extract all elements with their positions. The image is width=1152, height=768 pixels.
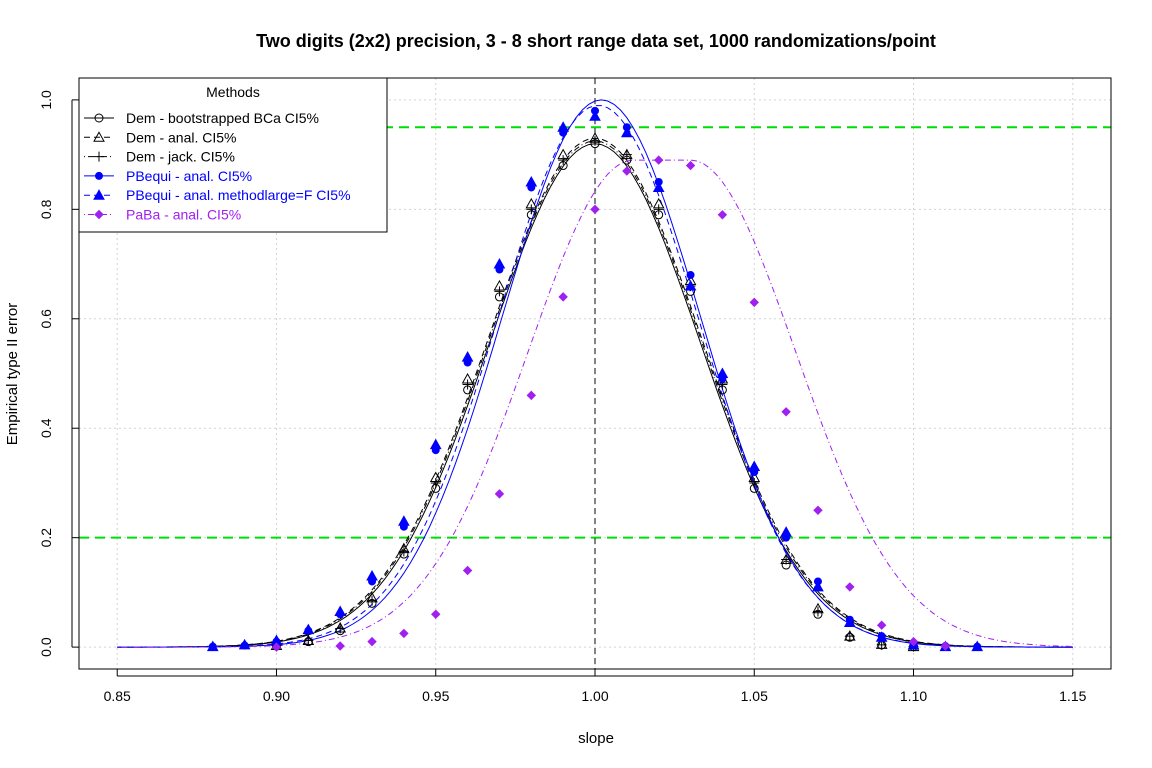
series-5-point [685, 160, 696, 171]
series-4-point [843, 616, 856, 627]
legend-label: PaBa - anal. CI5% [126, 207, 241, 223]
reference-lines [79, 78, 1111, 669]
x-tick-label: 0.90 [263, 688, 290, 704]
series-5-point [940, 641, 951, 651]
series-5-point [813, 505, 823, 516]
series-4-point [875, 631, 888, 642]
series-4-point [302, 623, 315, 635]
series-5-point [653, 155, 664, 165]
series-5-point [845, 582, 855, 592]
series-4-point [398, 515, 410, 526]
series-4-point [652, 181, 665, 192]
series-5-point [494, 489, 505, 499]
y-tick-label: 0.2 [38, 528, 54, 548]
series-2-point [749, 477, 760, 488]
series-5-curve [117, 159, 1073, 648]
data-points [206, 106, 984, 652]
chart-title: Two digits (2x2) precision, 3 - 8 short … [256, 31, 936, 51]
series-2-point [335, 623, 346, 634]
series-4-point [812, 580, 824, 592]
series-5-point [462, 565, 473, 576]
series-2-point [781, 554, 792, 565]
series-5-point [367, 636, 377, 647]
series-4-point [238, 638, 251, 650]
series-2-point [621, 149, 632, 160]
series-4-point [971, 640, 984, 652]
x-tick-label: 0.95 [422, 688, 449, 704]
series-5-point [622, 166, 632, 176]
series-5-point [590, 204, 600, 215]
series-5-point [908, 636, 919, 647]
series-2-point [462, 379, 473, 390]
series-5-point [431, 609, 441, 619]
x-tick-label: 1.00 [581, 688, 608, 704]
series-4-point [429, 438, 442, 450]
series-4-point [589, 110, 601, 121]
series-2-point [398, 546, 409, 557]
y-tick-label: 0.0 [38, 637, 54, 657]
legend: Methods Dem - bootstrapped BCa CI5%Dem -… [78, 77, 388, 233]
series-2-point [812, 606, 823, 617]
legend-label: Dem - jack. CI5% [126, 149, 235, 165]
legend-marker [94, 209, 104, 220]
series-2-point [303, 635, 314, 646]
series-3-point [686, 271, 695, 279]
series-5-point [781, 407, 791, 417]
legend-marker [93, 189, 105, 200]
series-4-point [334, 605, 347, 617]
legend-label: PBequi - anal. methodlarge=F CI5% [126, 187, 351, 203]
y-tick-label: 0.8 [38, 199, 54, 219]
axes: 0.85 0.90 0.95 1.00 1.05 1.10 1.15 0.0 0.2 0.4 0.6… [38, 90, 1087, 704]
legend-marker [94, 151, 104, 162]
plot-frame [78, 77, 1112, 670]
legend-label: PBequi - anal. CI5% [126, 168, 252, 184]
series-4-point [621, 126, 633, 138]
x-tick-label: 0.85 [104, 688, 131, 704]
y-tick-label: 0.4 [38, 418, 54, 438]
legend-title: Methods [206, 84, 260, 100]
series-2-point [430, 477, 441, 488]
series-5-point [749, 297, 759, 308]
series-2-point [844, 631, 855, 642]
series-2-point [494, 286, 505, 297]
series-4-point [366, 569, 378, 581]
series-5-point [717, 210, 728, 220]
series-5-point [558, 292, 568, 302]
legend-entries: Dem - bootstrapped BCa CI5% Dem - anal. C… [84, 110, 351, 223]
series-5-point [335, 641, 345, 651]
series-5-point [399, 628, 409, 639]
legend-marker [95, 171, 103, 180]
series-2-point [653, 204, 664, 215]
series-4-point [206, 640, 219, 652]
series-4-point [557, 121, 569, 132]
y-tick-label: 1.0 [38, 90, 54, 110]
series-4-point [716, 367, 729, 378]
series-2-point [367, 595, 378, 606]
series-5-point [271, 642, 282, 652]
legend-marker [93, 131, 105, 142]
series-2-point [558, 155, 569, 166]
legend-box [78, 77, 388, 233]
series-2-point [526, 204, 537, 215]
x-axis-label: slope [578, 730, 614, 747]
series-5-point [876, 620, 887, 630]
y-tick-label: 0.6 [38, 309, 54, 329]
series-2-point [590, 135, 600, 146]
series-4-point [748, 460, 761, 472]
series-4-point [525, 175, 538, 187]
series-4-point [684, 279, 697, 291]
legend-marker [94, 113, 104, 123]
legend-label: Dem - anal. CI5% [126, 129, 236, 145]
series-4-point [780, 526, 792, 537]
series-5-point [526, 390, 537, 401]
series-4-point [493, 258, 506, 269]
y-axis-label: Empirical type II error [4, 303, 21, 446]
legend-label: Dem - bootstrapped BCa CI5% [126, 110, 319, 126]
x-tick-label: 1.05 [741, 688, 768, 704]
x-tick-label: 1.10 [900, 688, 927, 704]
x-tick-label: 1.15 [1059, 688, 1086, 704]
series-4-point [461, 351, 474, 362]
